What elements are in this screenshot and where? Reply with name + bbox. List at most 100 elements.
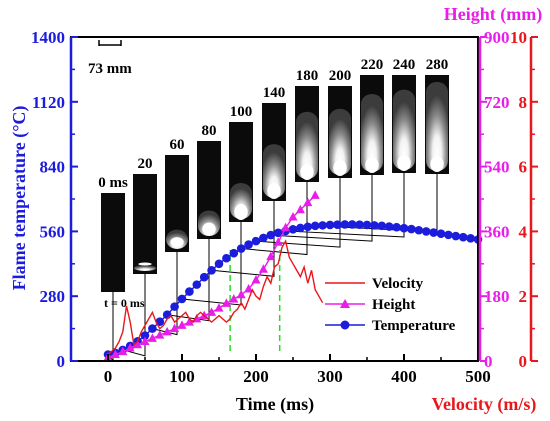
height-point — [155, 330, 165, 339]
height-axis-title: Height (mm) — [444, 4, 542, 25]
velocity-tick-label: 8 — [519, 93, 528, 112]
temperature-point — [273, 228, 283, 238]
height-point — [244, 284, 254, 293]
scale-bar: 73 mm — [88, 40, 132, 77]
flame-frame-label: 240 — [393, 57, 416, 73]
temperature-tick-label: 280 — [40, 287, 66, 306]
frame-connector — [211, 201, 275, 277]
flame-core — [333, 160, 347, 176]
flame-frame-240ms: 240 — [392, 57, 416, 173]
height-point — [162, 326, 172, 336]
flame-core — [267, 183, 281, 199]
flame-frame-180ms: 180 — [295, 68, 319, 182]
temperature-point — [140, 331, 150, 340]
height-point — [221, 298, 231, 307]
height-point — [295, 204, 305, 214]
flame-frame-background — [101, 193, 125, 292]
flame-plume — [426, 81, 448, 171]
legend: Velocity Height Temperature — [325, 276, 456, 334]
temperature-point — [377, 221, 387, 231]
velocity-tick-label: 6 — [519, 158, 528, 177]
temperature-axis-title: Flame temperature (°C) — [9, 106, 30, 291]
temperature-point — [199, 272, 209, 282]
velocity-tick-label: 10 — [510, 28, 527, 47]
x-tick-label: 300 — [317, 367, 343, 386]
height-point — [177, 320, 187, 329]
flame-core — [202, 222, 216, 236]
plot-series: t = 0 ms — [103, 173, 483, 362]
temperature-point — [229, 248, 239, 258]
flame-frame-label: 180 — [296, 68, 319, 84]
temperature-point — [170, 302, 179, 311]
flame-frame-140ms: 140 — [262, 85, 286, 201]
flame-frame-60ms: 60 — [165, 137, 189, 252]
flame-frame-label: 200 — [329, 68, 352, 84]
temperature-tick-label: 1120 — [32, 93, 65, 112]
temperature-point — [207, 265, 216, 275]
height-point — [207, 307, 217, 316]
height-point — [281, 222, 291, 232]
x-tick-label: 400 — [391, 367, 417, 386]
temperature-point — [414, 225, 424, 235]
temperature-point — [148, 324, 157, 333]
temperature-point — [251, 236, 261, 246]
temperature-point — [451, 231, 461, 241]
frame-connector — [241, 182, 308, 256]
flame-frame-label: 140 — [263, 85, 286, 101]
height-point — [184, 317, 194, 326]
height-point — [303, 197, 313, 207]
temperature-point — [384, 222, 394, 231]
legend-height-marker — [340, 299, 350, 308]
temperature-point — [192, 280, 202, 289]
flame-frame-280ms: 280 — [425, 57, 449, 174]
height-point — [147, 333, 157, 342]
temperature-point — [266, 230, 276, 240]
flame-plume — [134, 265, 156, 271]
height-point — [229, 294, 239, 303]
temperature-point — [355, 220, 364, 229]
x-tick-label: 100 — [169, 367, 195, 386]
temperature-point — [436, 229, 446, 239]
temperature-point — [310, 221, 320, 231]
frame-connector — [122, 274, 146, 357]
flame-plume — [393, 89, 415, 170]
temperature-point — [162, 310, 172, 320]
temperature-point — [259, 233, 268, 243]
flame-frame-100ms: 100 — [229, 104, 253, 222]
flame-core — [397, 155, 411, 171]
temperature-point — [244, 240, 253, 249]
frame-connector — [285, 173, 405, 238]
flame-plume — [361, 94, 383, 172]
flame-frame-label: 80 — [202, 123, 217, 139]
height-point — [170, 323, 180, 333]
height-point — [133, 339, 143, 349]
velocity-tick-label: 0 — [519, 352, 528, 371]
temperature-point — [370, 221, 379, 230]
flame-plume — [296, 111, 318, 179]
frame-connector — [152, 252, 178, 336]
x-axis-title: Time (ms) — [236, 394, 314, 415]
flame-frame-label: 0 ms — [98, 175, 128, 191]
flame-frame-20ms: 20 — [133, 156, 157, 274]
temperature-point — [421, 227, 431, 236]
flame-frame-background — [133, 174, 157, 274]
velocity-tick-label: 2 — [519, 287, 528, 306]
flame-frame-label: 20 — [138, 156, 153, 172]
legend-temperature-label: Temperature — [372, 318, 456, 334]
flame-frame-0ms: 0 ms — [98, 175, 128, 292]
flame-frame-220ms: 220 — [360, 57, 384, 175]
flame-core — [170, 237, 184, 247]
temperature-point — [362, 220, 372, 230]
temperature-point — [392, 222, 401, 232]
flame-core — [234, 204, 248, 220]
temperature-point — [318, 221, 327, 230]
height-point — [288, 212, 298, 221]
temperature-point — [347, 220, 357, 229]
temperature-tick-label: 1400 — [31, 28, 65, 47]
temperature-point — [466, 234, 475, 243]
height-tick-label: 180 — [484, 287, 510, 306]
temperature-point — [236, 244, 246, 253]
flame-frame-label: 100 — [230, 104, 253, 120]
velocity-tick-label: 4 — [519, 222, 528, 241]
